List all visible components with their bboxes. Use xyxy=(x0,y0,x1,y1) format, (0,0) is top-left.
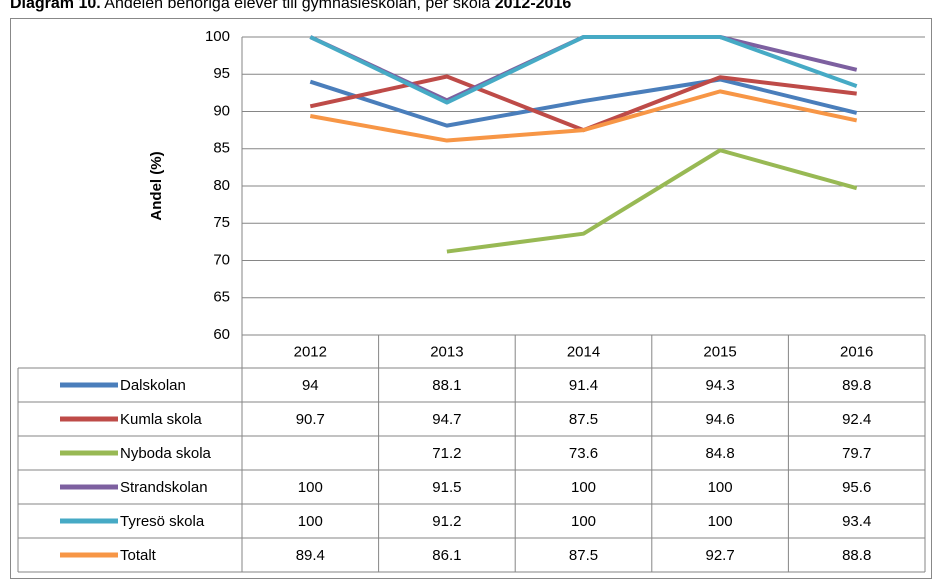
table-value: 91.4 xyxy=(569,377,598,394)
series-line xyxy=(309,77,858,128)
y-tick-label: 75 xyxy=(213,214,230,231)
table-value: 100 xyxy=(571,513,596,530)
table-value: 93.4 xyxy=(842,513,871,530)
table-value: 71.2 xyxy=(432,445,461,462)
table-value: 94 xyxy=(302,377,319,394)
table-value: 94.6 xyxy=(705,411,734,428)
x-tick-label: 2012 xyxy=(294,343,327,360)
table-value: 87.5 xyxy=(569,411,598,428)
title-text: Andelen behöriga elever till gymnasiesko… xyxy=(104,0,490,12)
table-value: 92.7 xyxy=(705,547,734,564)
legend-label: Nyboda skola xyxy=(120,445,212,462)
x-tick-label: 2016 xyxy=(840,343,873,360)
legend-label: Tyresö skola xyxy=(120,513,205,530)
chart-title: Diagram 10. Andelen behöriga elever till… xyxy=(10,0,571,12)
y-tick-label: 80 xyxy=(213,177,230,194)
table-value: 92.4 xyxy=(842,411,871,428)
table-value: 100 xyxy=(298,513,323,530)
table-value: 100 xyxy=(708,479,733,496)
y-tick-label: 85 xyxy=(213,140,230,157)
y-tick-label: 70 xyxy=(213,251,230,268)
y-axis-label: Andel (%) xyxy=(148,151,165,220)
x-tick-label: 2014 xyxy=(567,343,600,360)
legend-label: Kumla skola xyxy=(120,411,202,428)
table-value: 84.8 xyxy=(705,445,734,462)
table-value: 91.5 xyxy=(432,479,461,496)
table-value: 100 xyxy=(298,479,323,496)
legend-label: Dalskolan xyxy=(120,377,186,394)
table-value: 87.5 xyxy=(569,547,598,564)
legend-label: Totalt xyxy=(120,547,157,564)
y-tick-label: 90 xyxy=(213,102,230,119)
table-value: 100 xyxy=(571,479,596,496)
series-line xyxy=(446,148,858,254)
y-tick-label: 95 xyxy=(213,65,230,82)
x-tick-label: 2015 xyxy=(703,343,736,360)
title-years: 2012-2016 xyxy=(495,0,572,12)
legend-label: Strandskolan xyxy=(120,479,208,496)
table-value: 94.3 xyxy=(705,377,734,394)
series-line xyxy=(309,89,858,143)
y-tick-label: 60 xyxy=(213,326,230,343)
x-tick-label: 2013 xyxy=(430,343,463,360)
table-value: 79.7 xyxy=(842,445,871,462)
table-value: 89.4 xyxy=(296,547,325,564)
table-value: 95.6 xyxy=(842,479,871,496)
table-value: 88.8 xyxy=(842,547,871,564)
table-value: 86.1 xyxy=(432,547,461,564)
table-value: 100 xyxy=(708,513,733,530)
table-value: 73.6 xyxy=(569,445,598,462)
table-value: 91.2 xyxy=(432,513,461,530)
title-label: Diagram 10. xyxy=(10,0,101,12)
table-value: 90.7 xyxy=(296,411,325,428)
table-value: 94.7 xyxy=(432,411,461,428)
y-tick-label: 65 xyxy=(213,289,230,306)
series-line xyxy=(309,35,858,105)
y-tick-label: 100 xyxy=(205,28,230,45)
table-value: 88.1 xyxy=(432,377,461,394)
table-value: 89.8 xyxy=(842,377,871,394)
